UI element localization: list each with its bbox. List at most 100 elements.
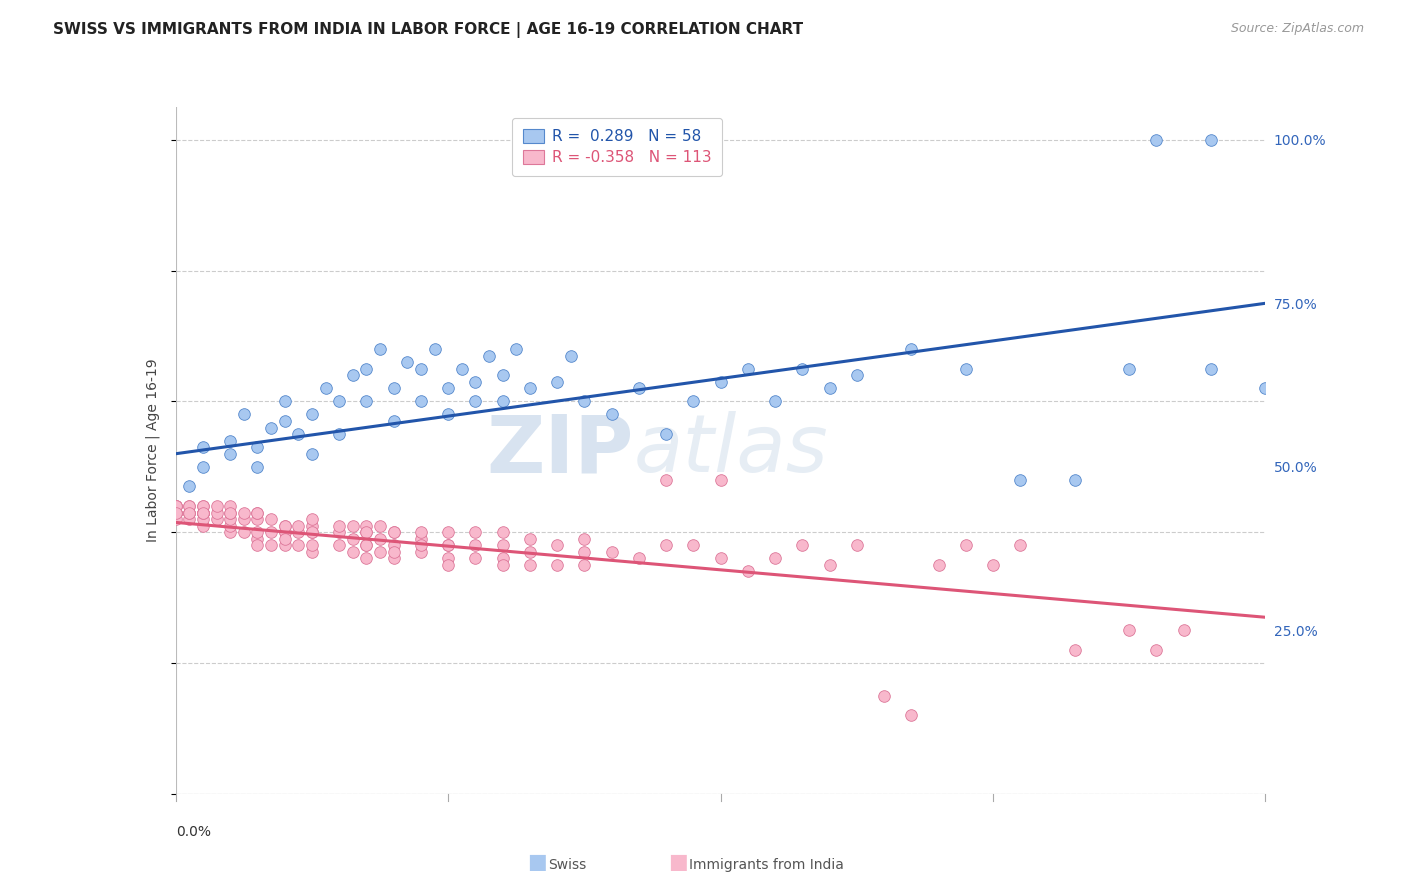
Immigrants from India	[356, 538, 378, 552]
Swiss	[219, 447, 242, 461]
Immigrants from India	[546, 558, 568, 572]
Immigrants from India	[191, 499, 214, 513]
Immigrants from India	[492, 538, 515, 552]
Immigrants from India	[409, 545, 432, 559]
Immigrants from India	[437, 551, 460, 566]
Immigrants from India	[179, 506, 201, 520]
Immigrants from India	[1063, 643, 1085, 657]
Swiss	[382, 381, 405, 395]
Immigrants from India	[191, 506, 214, 520]
Text: ZIP: ZIP	[486, 411, 633, 490]
Swiss	[519, 381, 541, 395]
Immigrants from India	[165, 499, 187, 513]
Immigrants from India	[219, 518, 242, 533]
Immigrants from India	[492, 558, 515, 572]
Swiss	[737, 361, 759, 376]
Immigrants from India	[179, 506, 201, 520]
Immigrants from India	[165, 506, 187, 520]
Swiss	[682, 394, 704, 409]
Immigrants from India	[368, 532, 391, 546]
Immigrants from India	[219, 525, 242, 540]
Immigrants from India	[1173, 624, 1195, 638]
Immigrants from India	[191, 518, 214, 533]
Swiss	[900, 342, 922, 356]
Immigrants from India	[246, 506, 269, 520]
Swiss	[301, 447, 323, 461]
Swiss	[246, 440, 269, 454]
Legend: R =  0.289   N = 58, R = -0.358   N = 113: R = 0.289 N = 58, R = -0.358 N = 113	[512, 118, 723, 176]
Swiss	[450, 361, 472, 376]
Swiss	[423, 342, 446, 356]
Immigrants from India	[328, 518, 350, 533]
Text: Immigrants from India: Immigrants from India	[689, 858, 844, 872]
Swiss	[655, 427, 678, 442]
Immigrants from India	[232, 506, 254, 520]
Immigrants from India	[274, 525, 297, 540]
Swiss	[492, 394, 515, 409]
Immigrants from India	[179, 506, 201, 520]
Text: atlas: atlas	[633, 411, 828, 490]
Immigrants from India	[165, 506, 187, 520]
Immigrants from India	[165, 506, 187, 520]
Immigrants from India	[219, 506, 242, 520]
Immigrants from India	[260, 525, 283, 540]
Swiss	[246, 459, 269, 474]
Immigrants from India	[219, 499, 242, 513]
Text: Swiss: Swiss	[548, 858, 586, 872]
Swiss	[287, 427, 309, 442]
Immigrants from India	[356, 538, 378, 552]
Swiss	[955, 361, 977, 376]
Swiss	[191, 459, 214, 474]
Immigrants from India	[328, 538, 350, 552]
Immigrants from India	[179, 499, 201, 513]
Immigrants from India	[246, 506, 269, 520]
Swiss	[328, 427, 350, 442]
Swiss	[342, 368, 364, 383]
Immigrants from India	[342, 518, 364, 533]
Immigrants from India	[845, 538, 868, 552]
Immigrants from India	[219, 506, 242, 520]
Immigrants from India	[191, 512, 214, 526]
Swiss	[368, 342, 391, 356]
Immigrants from India	[165, 499, 187, 513]
Swiss	[574, 394, 596, 409]
Swiss	[792, 361, 814, 376]
Immigrants from India	[763, 551, 786, 566]
Immigrants from India	[260, 512, 283, 526]
Immigrants from India	[179, 512, 201, 526]
Immigrants from India	[682, 538, 704, 552]
Swiss	[1199, 133, 1222, 147]
Immigrants from India	[165, 512, 187, 526]
Immigrants from India	[301, 525, 323, 540]
Swiss	[627, 381, 650, 395]
Immigrants from India	[301, 518, 323, 533]
Immigrants from India	[928, 558, 950, 572]
Immigrants from India	[655, 473, 678, 487]
Swiss	[1144, 133, 1167, 147]
Swiss	[505, 342, 527, 356]
Text: Source: ZipAtlas.com: Source: ZipAtlas.com	[1230, 22, 1364, 36]
Immigrants from India	[246, 512, 269, 526]
Immigrants from India	[710, 473, 733, 487]
Swiss	[301, 408, 323, 422]
Swiss	[560, 349, 582, 363]
Swiss	[600, 408, 623, 422]
Immigrants from India	[191, 506, 214, 520]
Immigrants from India	[437, 538, 460, 552]
Immigrants from India	[655, 538, 678, 552]
Immigrants from India	[818, 558, 841, 572]
Immigrants from India	[328, 525, 350, 540]
Immigrants from India	[274, 518, 297, 533]
Swiss	[232, 408, 254, 422]
Swiss	[437, 381, 460, 395]
Immigrants from India	[342, 532, 364, 546]
Swiss	[763, 394, 786, 409]
Immigrants from India	[191, 506, 214, 520]
Swiss	[274, 414, 297, 428]
Swiss	[478, 349, 501, 363]
Immigrants from India	[382, 545, 405, 559]
Immigrants from India	[409, 532, 432, 546]
Swiss	[274, 394, 297, 409]
Immigrants from India	[179, 506, 201, 520]
Immigrants from India	[368, 545, 391, 559]
